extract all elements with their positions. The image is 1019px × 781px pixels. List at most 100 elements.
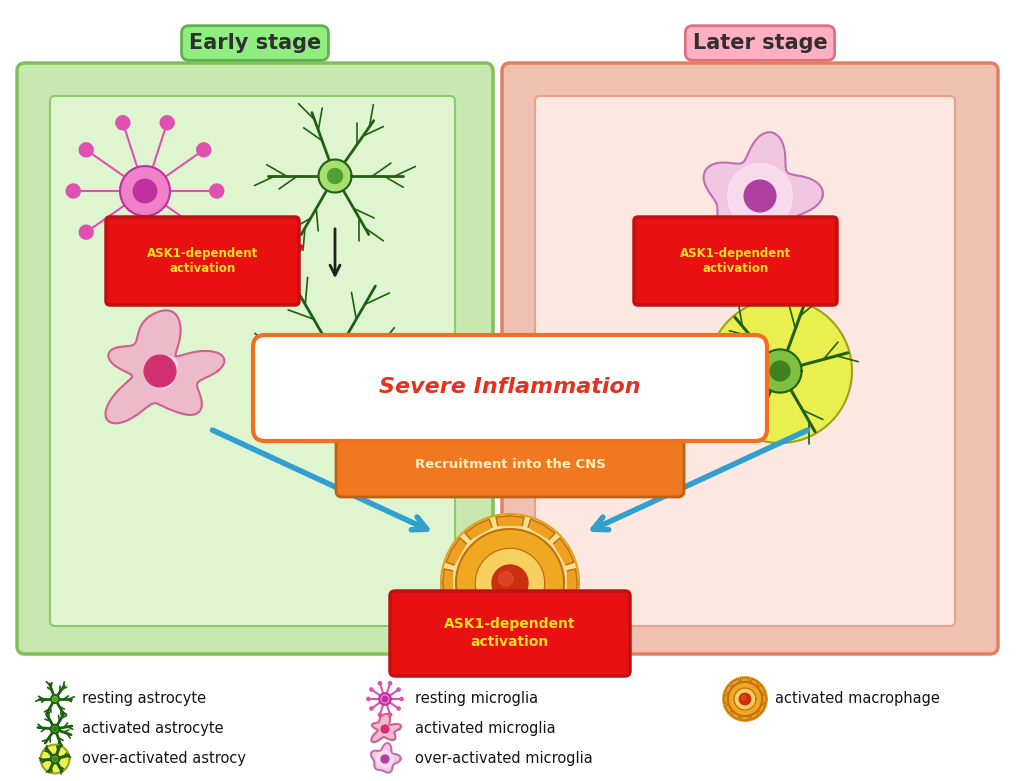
FancyBboxPatch shape: [389, 591, 630, 676]
Polygon shape: [370, 688, 373, 691]
Polygon shape: [475, 548, 544, 618]
Polygon shape: [327, 169, 342, 184]
Polygon shape: [51, 695, 59, 703]
Polygon shape: [758, 685, 764, 694]
FancyBboxPatch shape: [106, 217, 299, 305]
Polygon shape: [762, 694, 765, 704]
Polygon shape: [707, 299, 851, 443]
Polygon shape: [79, 225, 93, 239]
Text: over-activated microglia: over-activated microglia: [415, 751, 592, 766]
Polygon shape: [740, 717, 749, 720]
Polygon shape: [567, 569, 577, 597]
Polygon shape: [116, 116, 129, 130]
Polygon shape: [703, 132, 822, 251]
Polygon shape: [378, 682, 381, 685]
Polygon shape: [41, 744, 69, 773]
Polygon shape: [381, 726, 385, 730]
Polygon shape: [744, 180, 775, 212]
Text: over-activated astrocy: over-activated astrocy: [82, 751, 246, 766]
Polygon shape: [750, 679, 758, 685]
Text: Severe Inflammation: Severe Inflammation: [379, 377, 640, 397]
Polygon shape: [155, 371, 172, 388]
Polygon shape: [725, 685, 731, 694]
Polygon shape: [740, 678, 749, 681]
Polygon shape: [133, 180, 157, 203]
Polygon shape: [160, 357, 177, 374]
Polygon shape: [388, 713, 391, 716]
Polygon shape: [381, 755, 388, 763]
Text: activated microglia: activated microglia: [415, 722, 555, 736]
Text: activated astrocyte: activated astrocyte: [82, 722, 223, 736]
Polygon shape: [442, 569, 452, 597]
Polygon shape: [371, 714, 400, 742]
Polygon shape: [553, 538, 574, 565]
Polygon shape: [105, 310, 224, 423]
Polygon shape: [445, 601, 466, 628]
Polygon shape: [160, 252, 174, 266]
Polygon shape: [553, 601, 574, 628]
Polygon shape: [455, 529, 564, 637]
Polygon shape: [377, 751, 392, 767]
Polygon shape: [739, 694, 750, 704]
FancyBboxPatch shape: [253, 335, 766, 441]
Polygon shape: [66, 184, 81, 198]
Polygon shape: [370, 707, 373, 710]
Polygon shape: [722, 677, 766, 721]
Text: Early stage: Early stage: [189, 33, 321, 53]
Polygon shape: [728, 682, 761, 716]
Polygon shape: [381, 725, 388, 733]
FancyBboxPatch shape: [501, 63, 997, 654]
Polygon shape: [440, 514, 579, 652]
Text: activated macrophage: activated macrophage: [774, 691, 938, 707]
Polygon shape: [160, 116, 174, 130]
Polygon shape: [53, 697, 57, 701]
Polygon shape: [498, 572, 513, 586]
Polygon shape: [396, 688, 399, 691]
Polygon shape: [727, 163, 792, 228]
Text: Recruitment into the CNS: Recruitment into the CNS: [414, 458, 605, 470]
Polygon shape: [367, 697, 370, 701]
Polygon shape: [723, 694, 727, 704]
Text: resting microglia: resting microglia: [415, 691, 538, 707]
FancyBboxPatch shape: [50, 96, 454, 626]
Polygon shape: [730, 713, 739, 719]
Polygon shape: [388, 682, 391, 685]
Polygon shape: [318, 159, 352, 192]
Polygon shape: [379, 694, 390, 704]
Polygon shape: [396, 707, 399, 710]
FancyBboxPatch shape: [535, 96, 954, 626]
Polygon shape: [734, 688, 755, 710]
Polygon shape: [528, 519, 554, 540]
Text: ASK1-dependent
activation: ASK1-dependent activation: [680, 247, 791, 276]
Polygon shape: [750, 713, 758, 719]
Polygon shape: [120, 166, 170, 216]
Polygon shape: [325, 347, 344, 366]
Polygon shape: [769, 361, 789, 381]
Polygon shape: [51, 754, 59, 763]
Polygon shape: [53, 727, 57, 731]
Text: Later stage: Later stage: [692, 33, 826, 53]
FancyBboxPatch shape: [335, 431, 684, 497]
Polygon shape: [371, 743, 400, 772]
Polygon shape: [465, 626, 491, 647]
FancyBboxPatch shape: [634, 217, 837, 305]
Polygon shape: [197, 143, 211, 157]
Polygon shape: [144, 355, 175, 387]
Polygon shape: [491, 565, 528, 601]
Polygon shape: [314, 336, 355, 376]
Polygon shape: [758, 704, 764, 713]
Polygon shape: [51, 725, 59, 733]
Polygon shape: [383, 729, 387, 733]
Polygon shape: [384, 726, 389, 729]
Polygon shape: [741, 695, 745, 700]
Polygon shape: [116, 252, 129, 266]
Text: resting astrocyte: resting astrocyte: [82, 691, 206, 707]
Polygon shape: [378, 713, 381, 716]
Polygon shape: [399, 697, 403, 701]
Polygon shape: [528, 626, 554, 647]
Text: ASK1-dependent
activation: ASK1-dependent activation: [147, 247, 258, 276]
Polygon shape: [79, 143, 93, 157]
Text: ASK1-dependent
activation: ASK1-dependent activation: [444, 617, 575, 649]
Polygon shape: [210, 184, 223, 198]
Polygon shape: [197, 225, 211, 239]
